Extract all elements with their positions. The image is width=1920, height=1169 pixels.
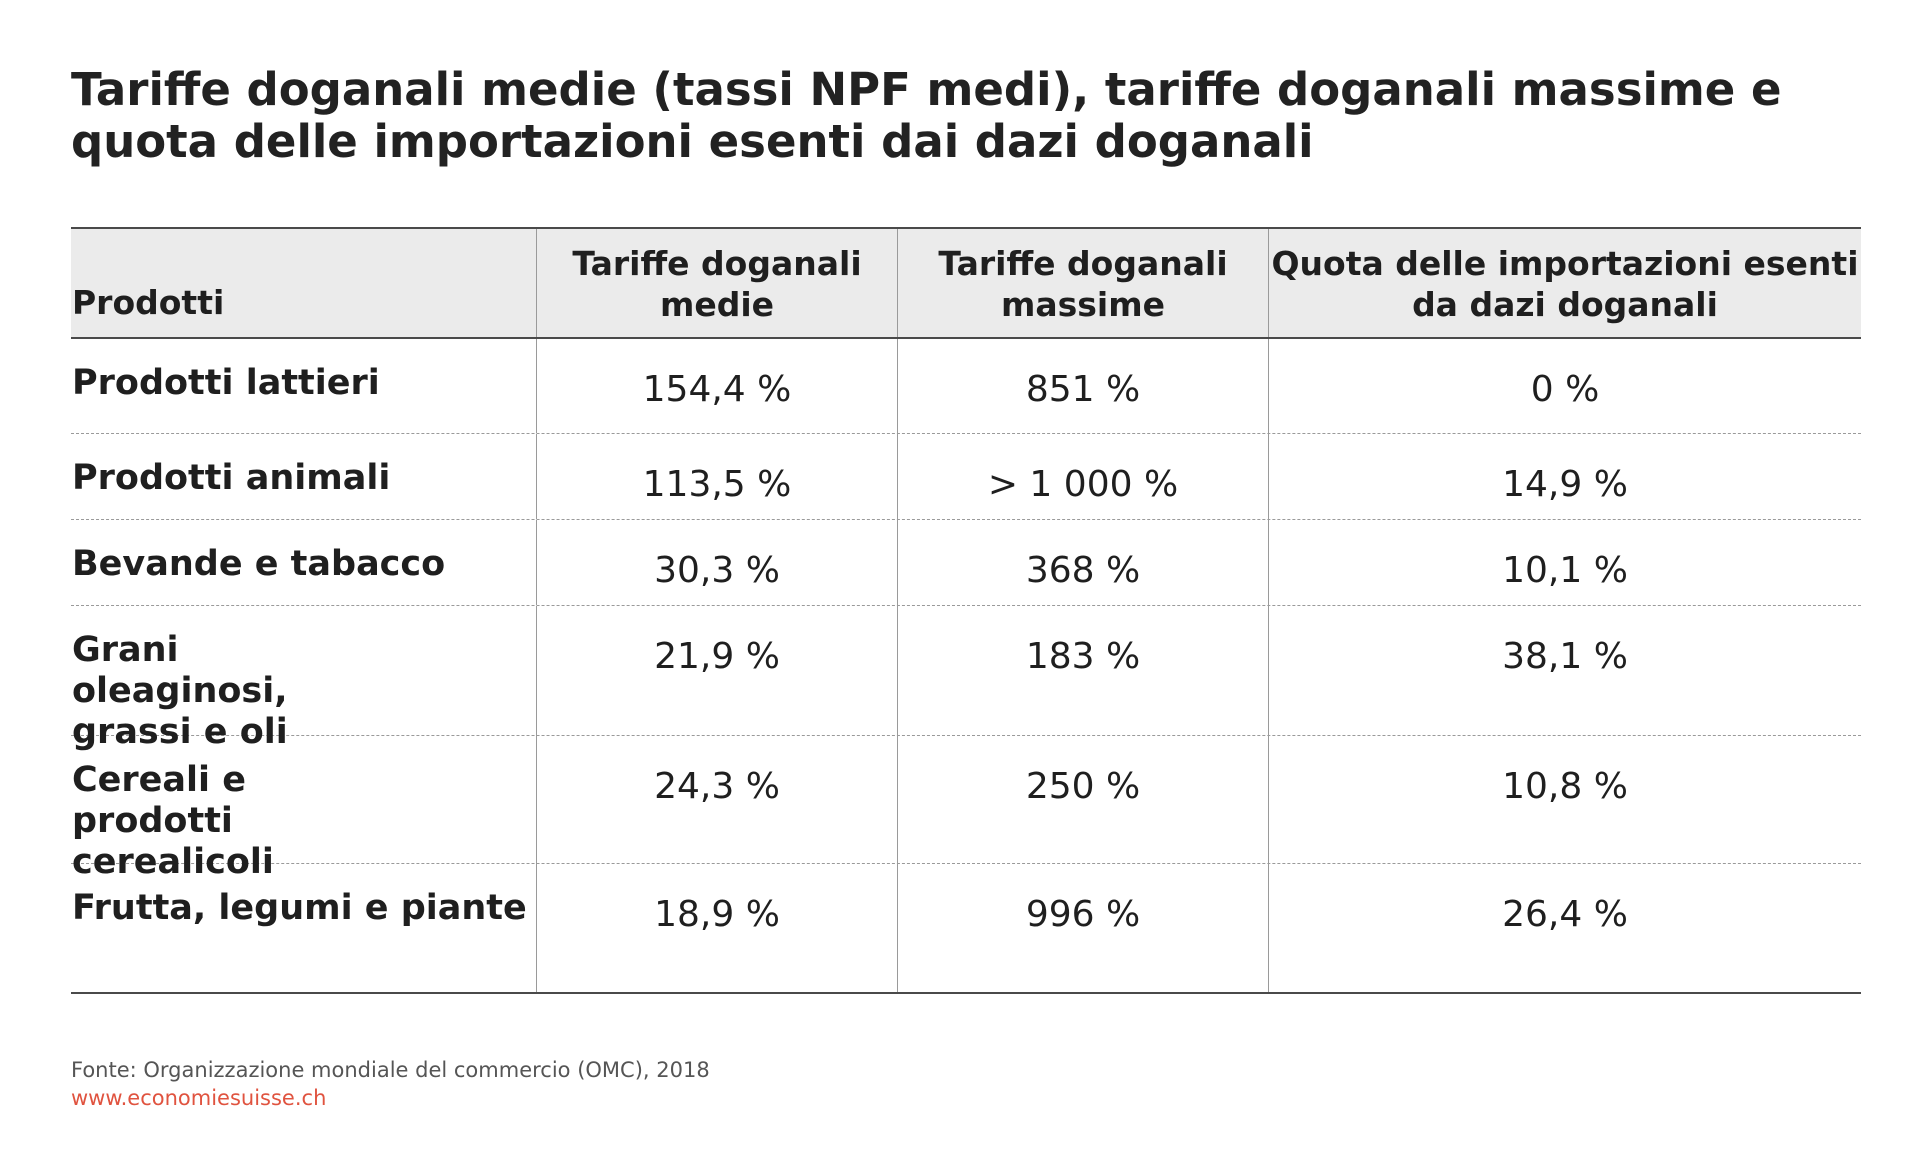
cell-tariffe-medie: 21,9 %: [536, 606, 897, 753]
table-row: Grani oleaginosi, grassi e oli 21,9 % 18…: [71, 606, 1861, 753]
row-label: Prodotti lattieri: [72, 363, 380, 403]
table-header-row: Prodotti Tariffe doganali medie Tariffe …: [71, 227, 1861, 339]
cell-quota-esenti: 38,1 %: [1268, 606, 1861, 753]
chart-title: Tariffe doganali medie (tassi NPF medi),…: [71, 63, 1782, 168]
column-header-tariffe-massime: Tariffe doganali massime: [897, 229, 1268, 337]
table-row: Prodotti lattieri 154,4 % 851 % 0 %: [71, 339, 1861, 434]
cell-tariffe-massime: 250 %: [897, 736, 1268, 883]
cell-tariffe-medie: 18,9 %: [536, 864, 897, 992]
cell-quota-esenti: 10,1 %: [1268, 520, 1861, 605]
cell-tariffe-medie: 24,3 %: [536, 736, 897, 883]
cell-quota-esenti: 14,9 %: [1268, 434, 1861, 519]
table-row: Bevande e tabacco 30,3 % 368 % 10,1 %: [71, 520, 1861, 606]
column-header-prodotti: Prodotti: [72, 283, 225, 322]
cell-tariffe-massime: > 1 000 %: [897, 434, 1268, 519]
row-label: Frutta, legumi e piante: [72, 888, 527, 928]
cell-tariffe-massime: 851 %: [897, 339, 1268, 433]
table-row: Frutta, legumi e piante 18,9 % 996 % 26,…: [71, 864, 1861, 994]
column-header-quota-esenti: Quota delle importazioni esenti da dazi …: [1268, 229, 1861, 337]
data-table: Prodotti Tariffe doganali medie Tariffe …: [71, 227, 1861, 994]
row-label: Prodotti animali: [72, 458, 391, 498]
cell-tariffe-massime: 996 %: [897, 864, 1268, 992]
cell-quota-esenti: 10,8 %: [1268, 736, 1861, 883]
website-link[interactable]: www.economiesuisse.ch: [71, 1086, 327, 1110]
cell-tariffe-medie: 113,5 %: [536, 434, 897, 519]
cell-tariffe-medie: 30,3 %: [536, 520, 897, 605]
cell-tariffe-massime: 368 %: [897, 520, 1268, 605]
row-label: Cereali e prodotti cerealicoli: [72, 760, 274, 882]
cell-quota-esenti: 0 %: [1268, 339, 1861, 433]
table-row: Prodotti animali 113,5 % > 1 000 % 14,9 …: [71, 434, 1861, 520]
cell-tariffe-massime: 183 %: [897, 606, 1268, 753]
cell-quota-esenti: 26,4 %: [1268, 864, 1861, 992]
row-label: Bevande e tabacco: [72, 544, 446, 584]
column-header-tariffe-medie: Tariffe doganali medie: [536, 229, 897, 337]
cell-tariffe-medie: 154,4 %: [536, 339, 897, 433]
row-label: Grani oleaginosi, grassi e oli: [72, 630, 288, 752]
source-note: Fonte: Organizzazione mondiale del comme…: [71, 1058, 710, 1082]
table-row: Cereali e prodotti cerealicoli 24,3 % 25…: [71, 736, 1861, 883]
